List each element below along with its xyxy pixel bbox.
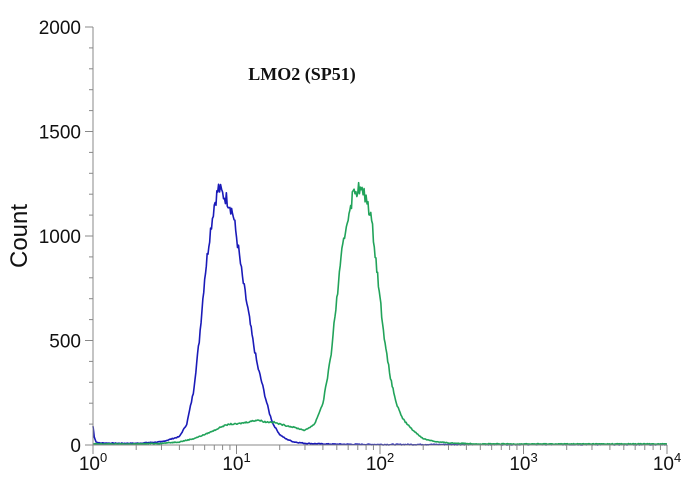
y-tick-label: 0: [70, 436, 81, 457]
ticks: [85, 26, 668, 454]
chart-title: LMO2 (SP51): [248, 64, 356, 85]
x-tick-label: 104: [653, 450, 681, 475]
series-line-2: [92, 181, 668, 446]
plot-lines: [92, 181, 668, 446]
y-tick-label: 2000: [39, 18, 81, 39]
y-tick-label: 1500: [39, 123, 81, 144]
x-tick-label: 102: [366, 450, 394, 475]
labels: 0 500 1000 1500 2000 100 101 102 103 104: [39, 18, 681, 475]
x-tick-label: 103: [509, 450, 537, 475]
y-axis-title: Count: [6, 204, 33, 268]
y-tick-label: 500: [49, 332, 81, 353]
x-tick-label: 101: [222, 450, 250, 475]
x-tick-label: 100: [79, 450, 107, 475]
series-line-1: [92, 183, 668, 446]
axes: [92, 27, 667, 446]
y-tick-label: 1000: [39, 227, 81, 248]
